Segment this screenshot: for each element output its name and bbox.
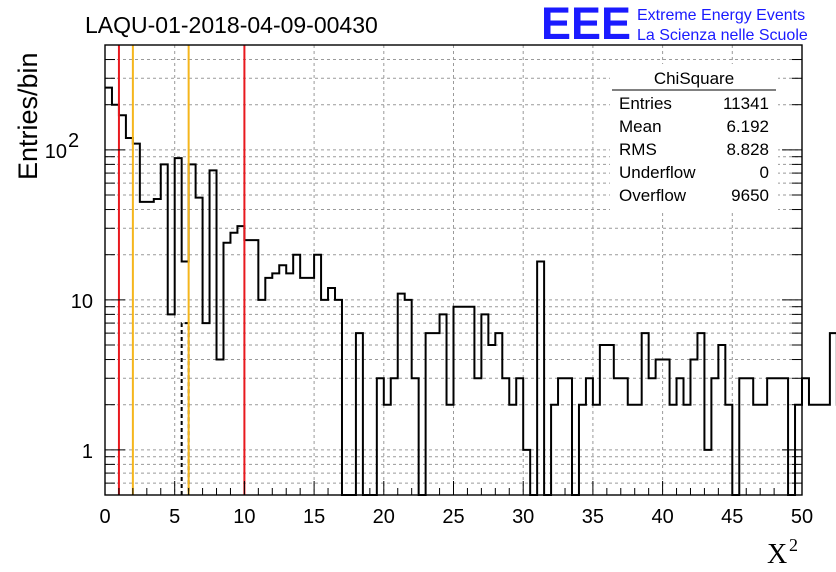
eee-logo-mark: EEE: [541, 0, 631, 49]
x-tick-label: 20: [373, 506, 395, 528]
stats-entries-value: 11341: [723, 94, 769, 113]
logo-line-2: La Scienza nelle Scuole: [637, 27, 808, 44]
histogram: [105, 86, 836, 496]
x-tick-label: 15: [303, 506, 325, 528]
reference-lines: [117, 45, 246, 495]
stats-overflow-value: 9650: [731, 186, 769, 205]
stats-mean-label: Mean: [619, 117, 662, 136]
chart-title: LAQU-01-2018-04-09-00430: [85, 12, 378, 38]
x-tick-label: 30: [512, 506, 534, 528]
stats-mean-value: 6.192: [726, 117, 769, 136]
x-axis-label: X 2: [767, 535, 798, 570]
x-tick-label: 5: [169, 506, 180, 528]
stats-box-bg: [610, 64, 778, 212]
stats-entries-label: Entries: [619, 94, 672, 113]
stats-overflow-label: Overflow: [619, 186, 687, 205]
x-tick-label: 0: [99, 506, 110, 528]
eee-logo: EEE Extreme Energy Events La Scienza nel…: [541, 0, 808, 49]
y-tick-label: 1: [82, 441, 93, 463]
stats-underflow-value: 0: [760, 163, 769, 182]
stats-rms-value: 8.828: [726, 140, 769, 159]
x-tick-label: 40: [651, 506, 673, 528]
stats-box: ChiSquare Entries 11341 Mean 6.192 RMS 8…: [610, 64, 778, 212]
histogram-dashed-bin: [180, 322, 190, 495]
y-tick-label-exponent: 2: [68, 130, 79, 152]
x-tick-label: 50: [791, 506, 813, 528]
x-axis-label-base: X: [767, 539, 787, 570]
y-tick-label: 10: [45, 141, 67, 163]
axis-ticks: [104, 44, 803, 496]
y-axis-label: Entries/bin: [13, 52, 43, 180]
histogram-outline: [105, 86, 836, 496]
x-tick-label: 25: [442, 506, 464, 528]
logo-line-1: Extreme Energy Events: [637, 7, 805, 24]
stats-underflow-label: Underflow: [619, 163, 696, 182]
x-tick-label: 45: [721, 506, 743, 528]
y-tick-label: 10: [71, 291, 93, 313]
x-tick-label: 35: [582, 506, 604, 528]
stats-title: ChiSquare: [654, 69, 734, 88]
x-tick-label: 10: [233, 506, 255, 528]
stats-rms-label: RMS: [619, 140, 657, 159]
x-axis-label-superscript: 2: [789, 535, 798, 555]
